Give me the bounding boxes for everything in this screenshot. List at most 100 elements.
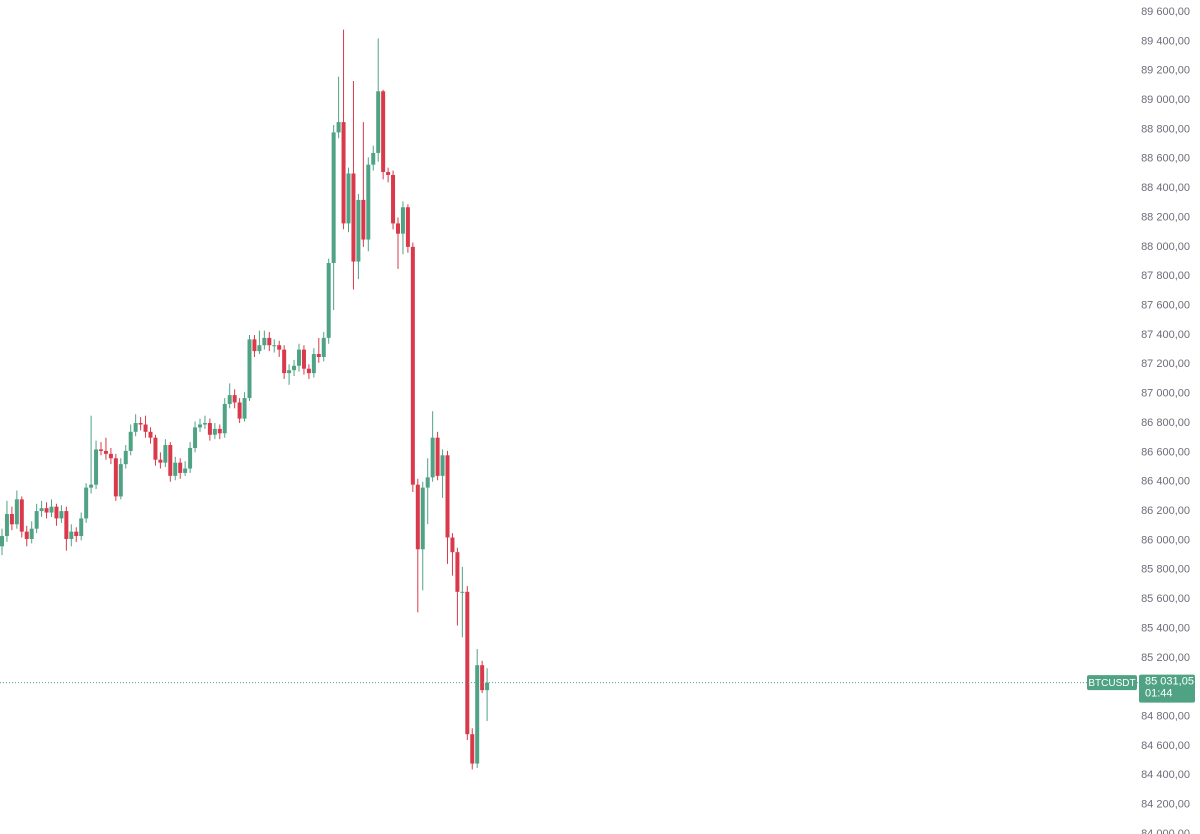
y-tick-label: 85 800,00 [1141, 564, 1190, 576]
candle-body [430, 437, 435, 478]
y-tick-label: 86 800,00 [1141, 417, 1190, 429]
candle-body [89, 484, 94, 488]
y-tick-label: 87 400,00 [1141, 329, 1190, 341]
candle-body [425, 477, 430, 488]
candle-body [202, 423, 207, 425]
candle-body [415, 484, 420, 550]
candle-body [217, 428, 222, 434]
candle-body [396, 223, 400, 234]
candle-body [470, 734, 475, 764]
candle-body [336, 122, 341, 133]
candle-body [282, 349, 287, 374]
candle-body [99, 449, 103, 451]
candle-body [356, 199, 361, 262]
candle-body [39, 508, 44, 512]
candle-body [465, 591, 470, 735]
y-tick-label: 89 600,00 [1141, 6, 1190, 18]
candle-body [173, 462, 178, 476]
candle-body [163, 445, 168, 463]
candle-body [391, 174, 396, 224]
candle-body [123, 450, 128, 465]
candle-body [480, 665, 485, 691]
candle-body [24, 531, 29, 539]
candle-body [34, 511, 39, 529]
candle-body [49, 506, 54, 513]
candle-body [435, 437, 440, 476]
countdown-label: 01:44 [1145, 688, 1173, 700]
candle-body [69, 531, 74, 539]
candle-body [326, 263, 331, 338]
candle-body [108, 453, 113, 459]
candle-body [301, 349, 306, 369]
candle-body [143, 424, 148, 432]
candle-body [361, 199, 366, 240]
y-tick-label: 87 800,00 [1141, 270, 1190, 282]
candle-body [14, 499, 19, 525]
candle-body [247, 339, 252, 399]
y-tick-label: 84 000,00 [1141, 828, 1190, 834]
candle-body [0, 536, 4, 547]
candle-body [9, 514, 14, 525]
candle-body [59, 511, 64, 519]
candle-body [267, 337, 272, 346]
candle-body [94, 449, 99, 485]
candle-body [29, 528, 34, 539]
candle-body [420, 487, 425, 550]
candle-body [74, 531, 79, 537]
candle-body [198, 424, 202, 428]
candle-body [183, 468, 188, 473]
candle-body [321, 337, 326, 357]
y-tick-label: 85 400,00 [1141, 622, 1190, 634]
candle-body [381, 91, 386, 173]
candle-body [257, 345, 262, 352]
candle-body [133, 423, 138, 432]
y-tick-label: 88 400,00 [1141, 182, 1190, 194]
candle-body [178, 462, 183, 473]
candle-body [19, 499, 24, 532]
candle-body [277, 345, 282, 350]
candle-body [113, 458, 118, 497]
candle-body [153, 437, 158, 460]
candle-body [148, 431, 153, 438]
candle-body [44, 508, 49, 513]
candle-body [287, 370, 292, 374]
candle-body [237, 402, 242, 419]
price-box [1139, 674, 1195, 703]
y-tick-label: 87 200,00 [1141, 358, 1190, 370]
candle-body [232, 395, 237, 403]
y-tick-label: 87 000,00 [1141, 388, 1190, 400]
candle-body [103, 450, 108, 454]
price-label: 85 031,05 [1145, 676, 1194, 688]
candle-body [272, 345, 277, 347]
y-tick-label: 89 200,00 [1141, 65, 1190, 77]
candle-body [316, 354, 321, 357]
y-tick-label: 84 200,00 [1141, 799, 1190, 811]
candle-body [207, 423, 212, 435]
candle-body [475, 665, 480, 764]
symbol-label: BTCUSDT [1088, 678, 1135, 689]
candle-body [297, 349, 301, 366]
y-tick-label: 88 800,00 [1141, 123, 1190, 135]
y-tick-label: 84 800,00 [1141, 710, 1190, 722]
candle-body [262, 337, 267, 346]
y-tick-label: 87 600,00 [1141, 300, 1190, 312]
candle-body [64, 511, 69, 539]
candle-body [331, 132, 336, 264]
candle-body [386, 172, 391, 175]
candle-body [193, 427, 198, 448]
y-tick-label: 86 400,00 [1141, 476, 1190, 488]
candle-body [128, 431, 133, 451]
candle-body [306, 368, 311, 374]
candle-body [410, 246, 415, 485]
y-tick-label: 86 600,00 [1141, 446, 1190, 458]
candle-body [138, 423, 143, 425]
candle-body [445, 455, 450, 538]
candle-body [341, 122, 346, 224]
candle-body [242, 398, 247, 419]
candle-body [4, 514, 9, 537]
candle-body [222, 403, 227, 434]
candle-body [405, 207, 410, 247]
candle-body [54, 506, 59, 519]
